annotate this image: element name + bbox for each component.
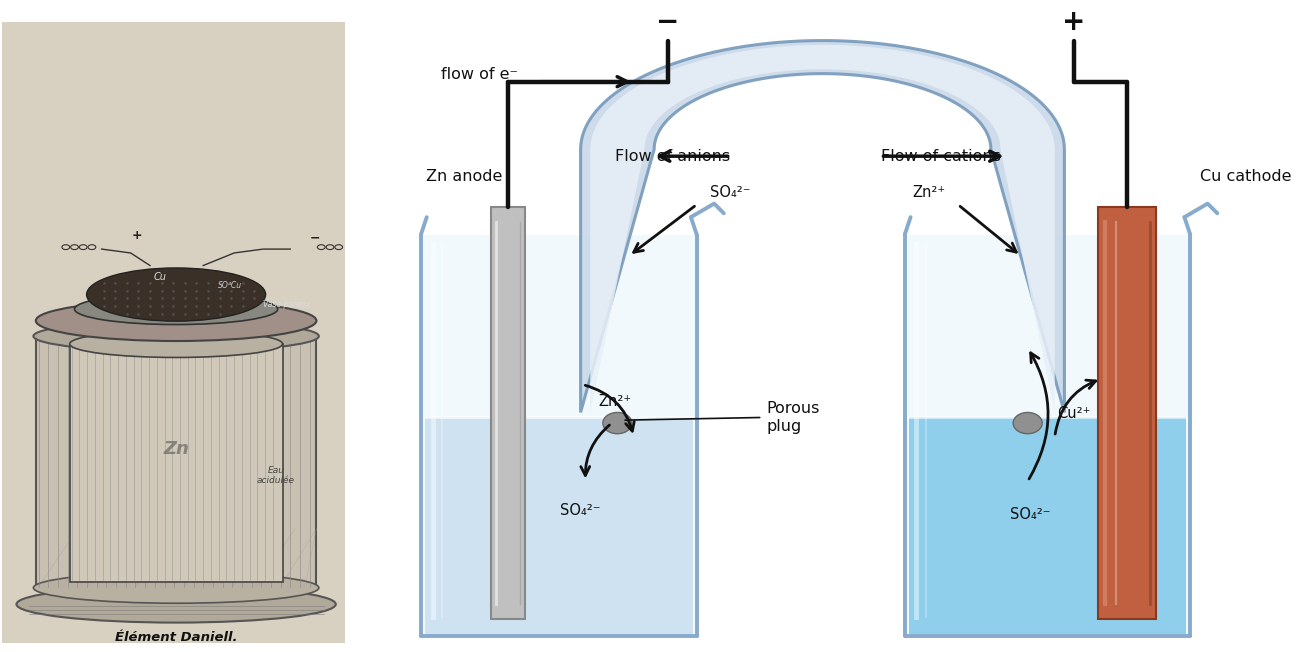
Text: Eau
acidulée: Eau acidulée: [257, 466, 295, 485]
FancyBboxPatch shape: [905, 235, 1191, 636]
Polygon shape: [590, 45, 1054, 413]
Text: −: −: [309, 231, 320, 244]
Text: SO₄²⁻: SO₄²⁻: [710, 185, 751, 200]
Text: Zn anode: Zn anode: [426, 169, 502, 184]
FancyBboxPatch shape: [491, 207, 525, 619]
Text: Flow of cations: Flow of cations: [880, 149, 1001, 164]
Text: Élément Daniell.: Élément Daniell.: [114, 631, 238, 644]
Text: flow of e⁻: flow of e⁻: [441, 67, 517, 82]
Ellipse shape: [70, 331, 282, 357]
Ellipse shape: [1013, 413, 1043, 434]
Text: SO₄²⁻: SO₄²⁻: [1010, 507, 1050, 522]
Text: Flow of anions: Flow of anions: [615, 149, 731, 164]
FancyBboxPatch shape: [1098, 207, 1156, 619]
Ellipse shape: [36, 301, 316, 341]
Text: SO⁴Cu: SO⁴Cu: [217, 281, 242, 289]
FancyBboxPatch shape: [36, 336, 316, 587]
FancyBboxPatch shape: [70, 344, 282, 582]
Text: Vase poreux: Vase poreux: [263, 300, 311, 309]
Text: Cu cathode: Cu cathode: [1200, 169, 1291, 184]
Ellipse shape: [87, 268, 265, 321]
Ellipse shape: [17, 586, 335, 623]
Ellipse shape: [34, 321, 318, 351]
Text: Cu²⁺: Cu²⁺: [1057, 406, 1091, 421]
Text: SO₄²⁻: SO₄²⁻: [560, 503, 601, 518]
Text: +: +: [1062, 8, 1086, 37]
Polygon shape: [581, 40, 1065, 413]
Text: Cu: Cu: [153, 272, 166, 282]
Text: Porous
plug: Porous plug: [767, 401, 820, 434]
FancyBboxPatch shape: [1, 22, 346, 643]
Text: Zn²⁺: Zn²⁺: [598, 394, 630, 409]
Ellipse shape: [34, 572, 318, 603]
FancyBboxPatch shape: [909, 417, 1187, 634]
Text: Zn: Zn: [164, 440, 188, 458]
FancyBboxPatch shape: [425, 417, 693, 634]
Text: −: −: [656, 8, 680, 37]
Text: Zn²⁺: Zn²⁺: [913, 185, 945, 200]
Ellipse shape: [603, 413, 632, 434]
FancyBboxPatch shape: [421, 235, 697, 636]
Text: +: +: [133, 230, 143, 243]
Ellipse shape: [74, 293, 278, 325]
